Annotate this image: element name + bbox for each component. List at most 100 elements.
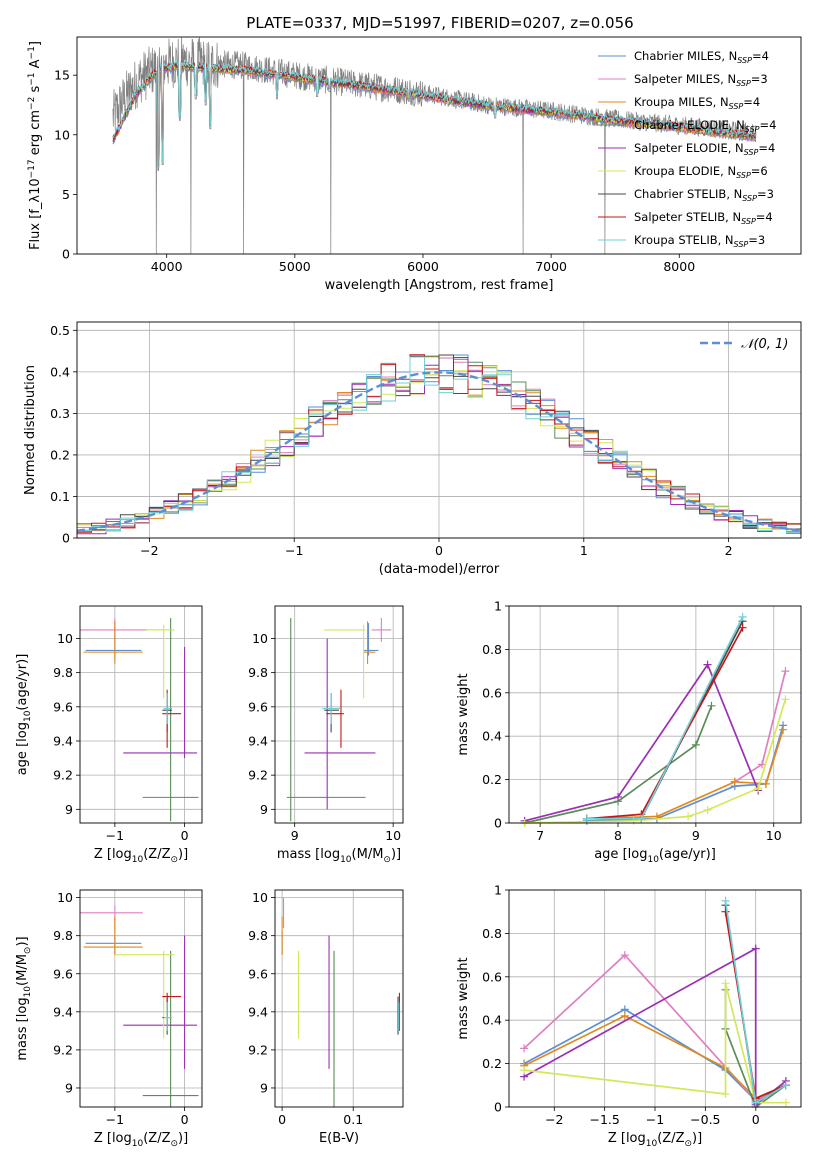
weight_vs_age-marker-kroupa-elodie (684, 812, 693, 821)
mass_vs_Z-ytick-label: 9.6 (53, 966, 73, 981)
age_vs_Z-ytick-label: 10 (57, 631, 73, 646)
label-part: (M/M (352, 847, 384, 862)
weight_vs_Z-frame (508, 889, 802, 1108)
age_vs_Z-point-chabrier-elodie (142, 617, 199, 822)
weight_vs_Z-line-salpeter-elodie (523, 947, 787, 1107)
weight_vs_age-line-salpeter-stelib (586, 627, 744, 820)
weight_vs_Z-marker-kroupa-elodie (520, 1066, 529, 1075)
age_vs_mass-ytick-label: 9.4 (248, 733, 268, 748)
residuals-xlabel: (data-model)/error (379, 562, 500, 577)
residuals-xtick-label: 0 (435, 543, 443, 558)
mass_vs_Z-point-chabrier-elodie (142, 950, 199, 1107)
weight_vs_Z-marker-kroupa-elodie (781, 1098, 790, 1107)
legend-subscript: SSP (737, 56, 752, 65)
age_vs_mass-point-salpeter-elodie (304, 638, 376, 810)
label-part: ] (28, 41, 43, 46)
mass_vs_EBV-ytick-label: 10 (252, 890, 268, 905)
label-part: s (28, 86, 43, 97)
legend-label-chabrier-stelib: Chabrier STELIB, NSSP=3 (634, 187, 774, 203)
weight_vs_age-marker-kroupa-elodie (781, 695, 790, 704)
mass_vs_EBV-ytick-label: 9.2 (248, 1042, 268, 1057)
weight_vs_age-xtick-label: 9 (692, 828, 700, 843)
mass_vs_EBV-xlabel: E(B-V) (319, 1131, 359, 1146)
residuals-legend: 𝒩(0, 1) (700, 337, 788, 352)
legend-nssp: =6 (751, 164, 768, 178)
residuals-xtick-label: −1 (285, 543, 303, 558)
mass_vs_Z-point-kroupa-stelib (163, 1002, 173, 1031)
label-part: age [ (594, 847, 627, 862)
residuals-ytick-label: 0.4 (50, 364, 70, 379)
weight_vs_age-marker-kroupa-miles (779, 725, 788, 734)
label-part: log (112, 1131, 132, 1146)
weight_vs_age-marker-salpeter-elodie (703, 660, 712, 669)
spectrum-ylabel: Flux [f_λ10−17​ erg cm−2​ s−1​ A−1​] (27, 41, 43, 250)
weight_vs_Z-ytick-label: 0.6 (482, 969, 502, 984)
weight_vs_age-marker-kroupa-elodie (703, 805, 712, 814)
weight_vs_age-marker-chabrier-elodie (691, 740, 700, 749)
label-part: Z [ (94, 1131, 112, 1146)
legend-label-kroupa-miles: Kroupa MILES, NSSP=4 (634, 95, 760, 111)
age_vs_Z-point-kroupa-elodie (146, 624, 175, 699)
label-part: )] (15, 936, 30, 946)
weight_vs_age-ytick-label: 0 (494, 816, 502, 831)
legend-label-kroupa-stelib: Kroupa STELIB, NSSP=3 (634, 233, 765, 249)
label-part: ⊙ (170, 1139, 178, 1149)
residuals-frame (76, 321, 802, 539)
mass_vs_Z-xtick-label: 0 (181, 1112, 189, 1127)
spectrum-model-kroupa-stelib (112, 60, 756, 168)
mass_vs_Z-plot-area (80, 905, 199, 1107)
mass_vs_Z-point-chabrier-miles (85, 935, 142, 955)
age_vs_Z-plot-area (80, 617, 199, 822)
label-part: (age/yr)] (15, 654, 30, 711)
age_vs_Z-point-salpeter-elodie (123, 647, 198, 759)
age_vs_Z-point-kroupa-stelib (163, 693, 173, 724)
age_vs_Z-xtick-label: 0 (181, 828, 189, 843)
mass_vs_Z-ytick-label: 9.8 (53, 928, 73, 943)
weight_vs_Z-xtick-label: −0.5 (690, 1112, 720, 1127)
age_vs_mass-point-salpeter-stelib (326, 689, 344, 748)
weight_vs_age-plot-area (520, 612, 790, 827)
label-part: log (628, 847, 648, 862)
mass_vs_EBV-frame (274, 889, 404, 1108)
weight_vs_age-marker-salpeter-stelib (738, 623, 747, 632)
histogram-salpeter-stelib (77, 354, 801, 534)
label-part: 10 (647, 855, 659, 865)
weight_vs_age-line-kroupa-elodie (524, 699, 787, 824)
age_vs_mass-point-salpeter-miles (371, 617, 392, 642)
mass_vs_EBV-ytick-label: 9.4 (248, 1004, 268, 1019)
spectrum-xtick-label: 7000 (535, 259, 567, 274)
weight_vs_Z-marker-kroupa-stelib (751, 1098, 760, 1107)
label-part: log (320, 847, 340, 862)
mass_vs_Z-ytick-label: 9.2 (53, 1042, 73, 1057)
label-part: Z [ (94, 847, 112, 862)
weight_vs_age-marker-kroupa-miles (761, 779, 770, 788)
mass_vs_EBV-ytick-label: 9.6 (248, 966, 268, 981)
label-part: )] (391, 847, 401, 862)
weight_vs_Z-marker-kroupa-stelib (721, 896, 730, 905)
spectrum-ytick-label: 0 (62, 247, 70, 262)
weight_vs_age-xtick-label: 8 (614, 828, 622, 843)
age_vs_Z-ytick-label: 9.4 (53, 733, 73, 748)
figure-title: PLATE=0337, MJD=51997, FIBERID=0207, z=0… (246, 14, 633, 32)
mass_vs_Z-point-kroupa-elodie (114, 950, 175, 1039)
residuals-ylabel: Normed distribution (23, 365, 38, 495)
residuals-ytick-label: 0.5 (50, 323, 70, 338)
weight_vs_age-frame (508, 605, 802, 824)
mass_vs_Z-ylabel: mass [log10​(M/M⊙​)] (15, 936, 33, 1060)
spectrum-legend: Chabrier MILES, NSSP=4 Salpeter MILES, NS… (598, 49, 776, 249)
age_vs_mass-xlabel: mass [log10​(M/M⊙​)] (277, 847, 401, 865)
weight_vs_Z-marker-salpeter-miles (520, 1044, 529, 1053)
legend-subscript: SSP (736, 171, 751, 180)
label-part: ⊙ (23, 947, 33, 955)
legend-nssp: =3 (748, 233, 765, 247)
legend-subscript: SSP (729, 102, 744, 111)
weight_vs_age-xlabel: age [log10​(age/yr)] (594, 847, 716, 865)
age_vs_mass-point-kroupa-elodie (324, 624, 366, 699)
label-part: )] (178, 1131, 188, 1146)
weight_vs_age-xtick-label: 7 (536, 828, 544, 843)
weight_vs_Z-ytick-label: 0.4 (482, 1013, 502, 1028)
residuals-ytick-label: 0.3 (50, 406, 70, 421)
age_vs_mass-ytick-label: 10 (252, 631, 268, 646)
